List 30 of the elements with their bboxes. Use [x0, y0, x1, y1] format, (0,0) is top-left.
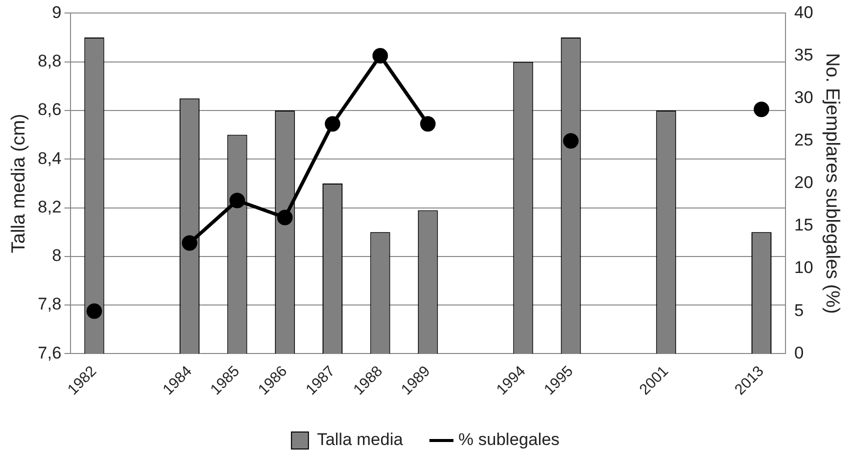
y-tick-label: 8,8	[38, 52, 62, 71]
point	[277, 210, 293, 226]
y2-tick-label: 15	[794, 216, 814, 235]
y-tick-label: 8,4	[38, 148, 62, 168]
y-axis-title: Talla media (cm)	[8, 114, 30, 254]
y2-tick-label: 30	[794, 88, 814, 108]
y2-tick-label: 0	[794, 343, 804, 362]
y2-tick-label: 40	[794, 2, 814, 22]
legend-label: % sublegales	[458, 430, 560, 450]
point	[563, 133, 579, 149]
point	[324, 116, 340, 132]
y2-tick-label: 20	[794, 173, 814, 192]
y2-tick-label: 25	[794, 130, 814, 150]
y-tick-label: 8,6	[38, 100, 62, 120]
point	[754, 102, 770, 118]
y-tick-label: 8	[52, 246, 62, 266]
y-tick-label: 7,6	[38, 343, 62, 362]
point	[86, 303, 102, 319]
legend-label: Talla media	[316, 430, 404, 450]
y2-tick-label: 10	[794, 258, 814, 278]
y-tick-label: 8,2	[38, 197, 62, 216]
y-tick-label: 9	[52, 2, 62, 22]
y2-tick-label: 35	[794, 45, 814, 64]
y2-tick-label: 5	[794, 300, 804, 320]
point	[182, 235, 198, 251]
y-tick-label: 7,8	[38, 294, 62, 314]
point	[372, 48, 388, 64]
point	[420, 116, 436, 132]
y2-axis-title: No. Ejemplares sublegales (%)	[821, 53, 842, 314]
point	[229, 192, 245, 208]
